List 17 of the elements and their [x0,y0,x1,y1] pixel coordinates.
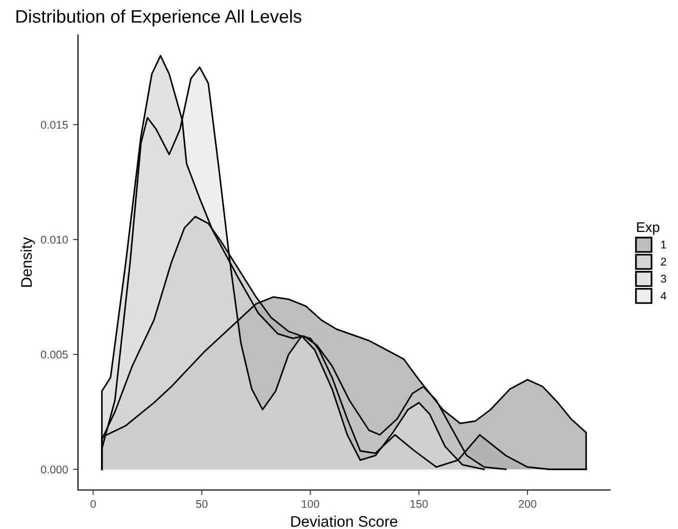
x-tick-label: 150 [410,500,428,508]
legend-label: 4 [660,292,666,300]
x-tick-label: 100 [302,500,320,508]
x-axis-title: Deviation Score [291,516,398,527]
y-tick-label: 0.010 [40,236,68,244]
x-tick-label: 50 [196,500,208,508]
legend-label: 3 [660,274,666,283]
legend-title: Exp [637,222,660,235]
y-axis-title: Density [20,237,35,287]
y-tick-label: 0.000 [40,466,68,474]
chart-title: Distribution of Experience All Levels [16,10,302,26]
x-tick-label: 0 [90,500,96,508]
y-tick-label: 0.005 [40,350,68,359]
y-tick-label: 0.015 [40,120,68,129]
legend-label: 1 [661,240,666,248]
x-tick-label: 200 [518,500,536,508]
legend-label: 2 [660,258,666,266]
